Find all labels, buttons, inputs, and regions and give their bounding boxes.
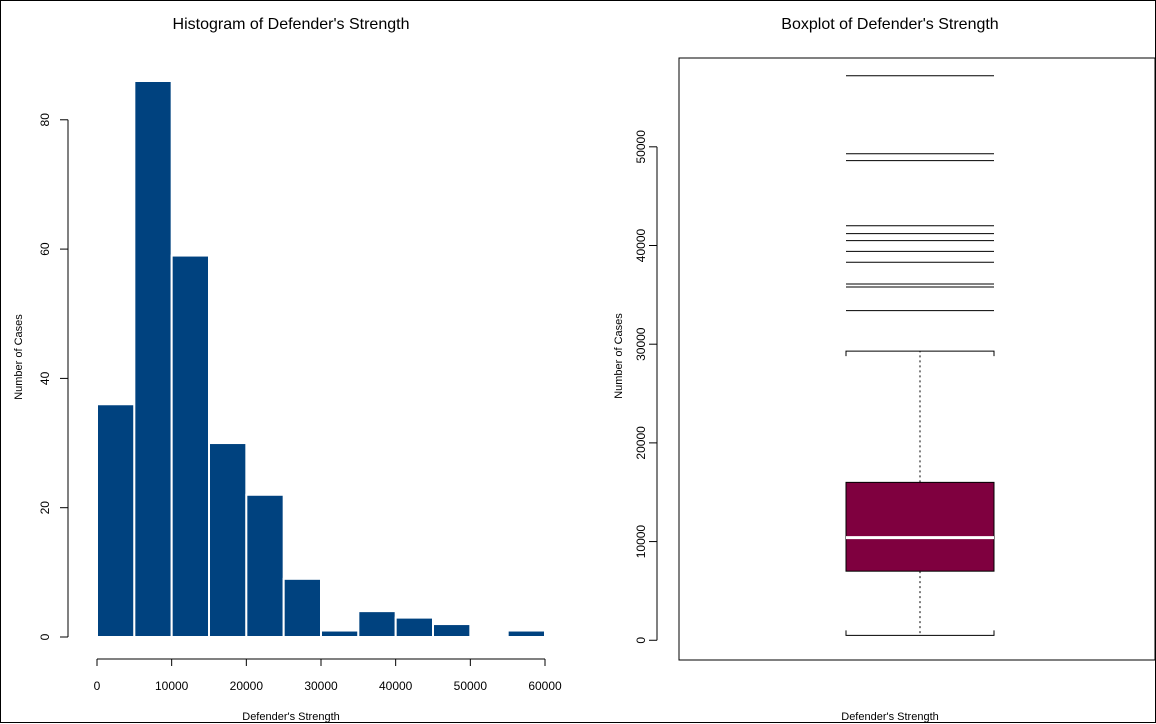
- histogram-y-tick-label: 20: [38, 501, 52, 515]
- histogram-x-tick-label: 0: [94, 679, 101, 693]
- histogram-y-tick-label: 0: [38, 633, 52, 640]
- boxplot-ylabel: Number of Cases: [613, 313, 625, 399]
- histogram-x-tick-label: 60000: [528, 679, 562, 693]
- histogram-x-tick-label: 30000: [304, 679, 338, 693]
- boxplot-plot-frame: [678, 57, 1156, 661]
- boxplot-y-tick-label: 10000: [634, 525, 648, 559]
- histogram-bar: [394, 616, 434, 639]
- histogram-y-tick-label: 80: [38, 113, 52, 127]
- histogram-bar: [208, 442, 248, 638]
- histogram-bar: [170, 254, 211, 638]
- histogram-x-tick-label: 20000: [230, 679, 264, 693]
- histogram-bar: [432, 623, 472, 638]
- histogram-bar: [320, 629, 360, 639]
- histogram-x-axis: 0 10000 20000 30000 40000 50000 60000: [94, 658, 562, 693]
- histogram-bar: [96, 403, 136, 639]
- histogram-x-tick-label: 40000: [379, 679, 413, 693]
- boxplot-box: [845, 481, 995, 572]
- histogram-bars: [96, 80, 546, 639]
- boxplot-y-tick-label: 20000: [634, 426, 648, 460]
- histogram-chart: Histogram of Defender's Strength Number …: [13, 16, 562, 723]
- histogram-x-tick-label: 50000: [454, 679, 488, 693]
- histogram-bar: [245, 493, 285, 639]
- boxplot-lower-cap: [845, 630, 995, 636]
- histogram-bar: [506, 629, 546, 639]
- boxplot-xlabel: Defender's Strength: [841, 711, 939, 723]
- histogram-title: Histogram of Defender's Strength: [173, 16, 410, 33]
- histogram-bar: [357, 610, 397, 638]
- boxplot-y-tick-label: 0: [634, 637, 648, 644]
- histogram-y-axis: 0 20 40 60 80: [38, 113, 69, 640]
- histogram-xlabel: Defender's Strength: [242, 711, 340, 723]
- boxplot-y-tick-label: 40000: [634, 229, 648, 263]
- boxplot-y-axis: 0 10000 20000 30000 40000 50000: [634, 130, 658, 644]
- boxplot-title: Boxplot of Defender's Strength: [781, 16, 998, 33]
- boxplot-upper-cap: [845, 350, 995, 357]
- histogram-bar: [133, 80, 173, 638]
- histogram-y-tick-label: 40: [38, 371, 52, 385]
- boxplot-body: [845, 75, 995, 636]
- histogram-y-tick-label: 60: [38, 242, 52, 256]
- boxplot-y-tick-label: 30000: [634, 327, 648, 361]
- histogram-ylabel: Number of Cases: [13, 314, 25, 400]
- boxplot-y-tick-label: 50000: [634, 130, 648, 164]
- histogram-bar: [282, 577, 322, 639]
- histogram-x-tick-label: 10000: [155, 679, 189, 693]
- boxplot-chart: Boxplot of Defender's Strength Number of…: [613, 16, 1156, 723]
